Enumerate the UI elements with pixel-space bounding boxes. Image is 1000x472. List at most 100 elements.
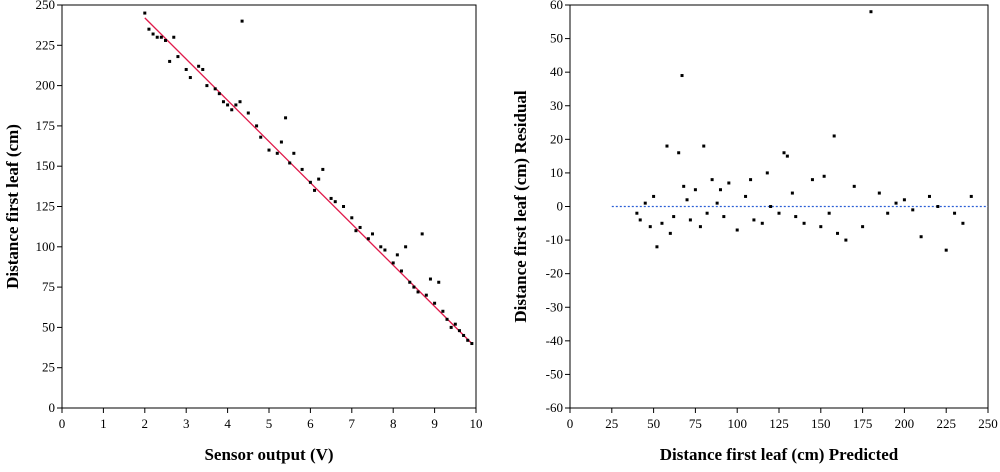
y-tick-label: 30 bbox=[550, 98, 563, 113]
point bbox=[672, 215, 676, 219]
point bbox=[188, 76, 192, 80]
point bbox=[259, 135, 263, 139]
x-tick-label: 225 bbox=[936, 416, 956, 431]
point bbox=[197, 64, 201, 68]
y-tick-label: -20 bbox=[546, 266, 563, 281]
point bbox=[313, 188, 317, 192]
x-axis-label: Sensor output (V) bbox=[204, 445, 333, 464]
point bbox=[453, 322, 457, 326]
point bbox=[911, 208, 915, 212]
point bbox=[424, 293, 428, 297]
point bbox=[760, 221, 764, 225]
x-tick-label: 7 bbox=[349, 416, 356, 431]
point bbox=[715, 201, 719, 205]
x-tick-label: 150 bbox=[811, 416, 831, 431]
point bbox=[722, 215, 726, 219]
point bbox=[682, 184, 686, 188]
x-tick-label: 100 bbox=[727, 416, 747, 431]
point bbox=[777, 211, 781, 215]
point bbox=[416, 290, 420, 294]
point bbox=[635, 211, 639, 215]
point bbox=[466, 338, 470, 342]
point bbox=[350, 216, 354, 220]
point bbox=[230, 108, 234, 112]
point bbox=[827, 211, 831, 215]
point bbox=[234, 103, 238, 107]
point bbox=[685, 198, 689, 202]
y-tick-label: 0 bbox=[49, 400, 56, 415]
point bbox=[852, 184, 856, 188]
x-tick-label: 4 bbox=[224, 416, 231, 431]
point bbox=[710, 178, 714, 182]
y-tick-label: 25 bbox=[42, 360, 55, 375]
x-tick-label: 3 bbox=[183, 416, 190, 431]
x-axis-label: Distance first leaf (cm) Predicted bbox=[660, 445, 899, 464]
point bbox=[944, 248, 948, 252]
y-tick-label: 225 bbox=[36, 37, 56, 52]
point bbox=[705, 211, 709, 215]
point bbox=[147, 27, 151, 31]
y-tick-label: 200 bbox=[36, 78, 56, 93]
point bbox=[412, 285, 416, 289]
point bbox=[749, 178, 753, 182]
point bbox=[794, 215, 798, 219]
point bbox=[752, 218, 756, 222]
point bbox=[877, 191, 881, 195]
y-tick-label: -10 bbox=[546, 232, 563, 247]
point bbox=[457, 329, 461, 333]
y-tick-label: 10 bbox=[550, 165, 563, 180]
point bbox=[279, 140, 283, 144]
point bbox=[810, 178, 814, 182]
point bbox=[765, 171, 769, 175]
point bbox=[238, 100, 242, 104]
point bbox=[288, 161, 292, 165]
point bbox=[267, 148, 271, 152]
point bbox=[693, 188, 697, 192]
y-tick-label: -50 bbox=[546, 366, 563, 381]
point bbox=[832, 134, 836, 138]
y-tick-label: 125 bbox=[36, 199, 56, 214]
point bbox=[718, 188, 722, 192]
point bbox=[785, 154, 789, 158]
point bbox=[333, 200, 337, 204]
point bbox=[168, 59, 172, 63]
point bbox=[342, 205, 346, 208]
y-tick-label: 150 bbox=[36, 158, 56, 173]
point bbox=[217, 92, 221, 96]
x-tick-label: 1 bbox=[100, 416, 107, 431]
x-tick-label: 0 bbox=[567, 416, 574, 431]
point bbox=[655, 245, 659, 249]
point bbox=[790, 191, 794, 195]
point bbox=[648, 225, 652, 229]
point bbox=[470, 342, 474, 346]
y-axis-label: Distance first leaf (cm) Residual bbox=[511, 90, 530, 323]
y-tick-label: 50 bbox=[42, 319, 55, 334]
point bbox=[902, 198, 906, 202]
point bbox=[391, 261, 395, 265]
x-tick-label: 10 bbox=[470, 416, 483, 431]
x-tick-label: 75 bbox=[689, 416, 702, 431]
point bbox=[665, 144, 669, 148]
y-tick-label: 175 bbox=[36, 118, 56, 133]
point bbox=[969, 194, 973, 198]
point bbox=[680, 74, 684, 78]
point bbox=[379, 245, 383, 249]
point bbox=[433, 301, 437, 305]
point bbox=[371, 232, 374, 236]
y-tick-label: 75 bbox=[42, 279, 55, 294]
point bbox=[919, 235, 923, 239]
point bbox=[769, 205, 773, 208]
point bbox=[240, 19, 244, 23]
point bbox=[735, 228, 739, 232]
y-tick-label: 250 bbox=[36, 0, 56, 12]
point bbox=[221, 100, 225, 104]
point bbox=[643, 201, 647, 205]
point bbox=[677, 151, 681, 155]
x-tick-label: 9 bbox=[431, 416, 438, 431]
point bbox=[441, 309, 445, 313]
point bbox=[927, 194, 931, 198]
y-tick-label: 50 bbox=[550, 31, 563, 46]
point bbox=[300, 167, 304, 171]
point bbox=[782, 151, 786, 155]
x-tick-label: 6 bbox=[307, 416, 314, 431]
